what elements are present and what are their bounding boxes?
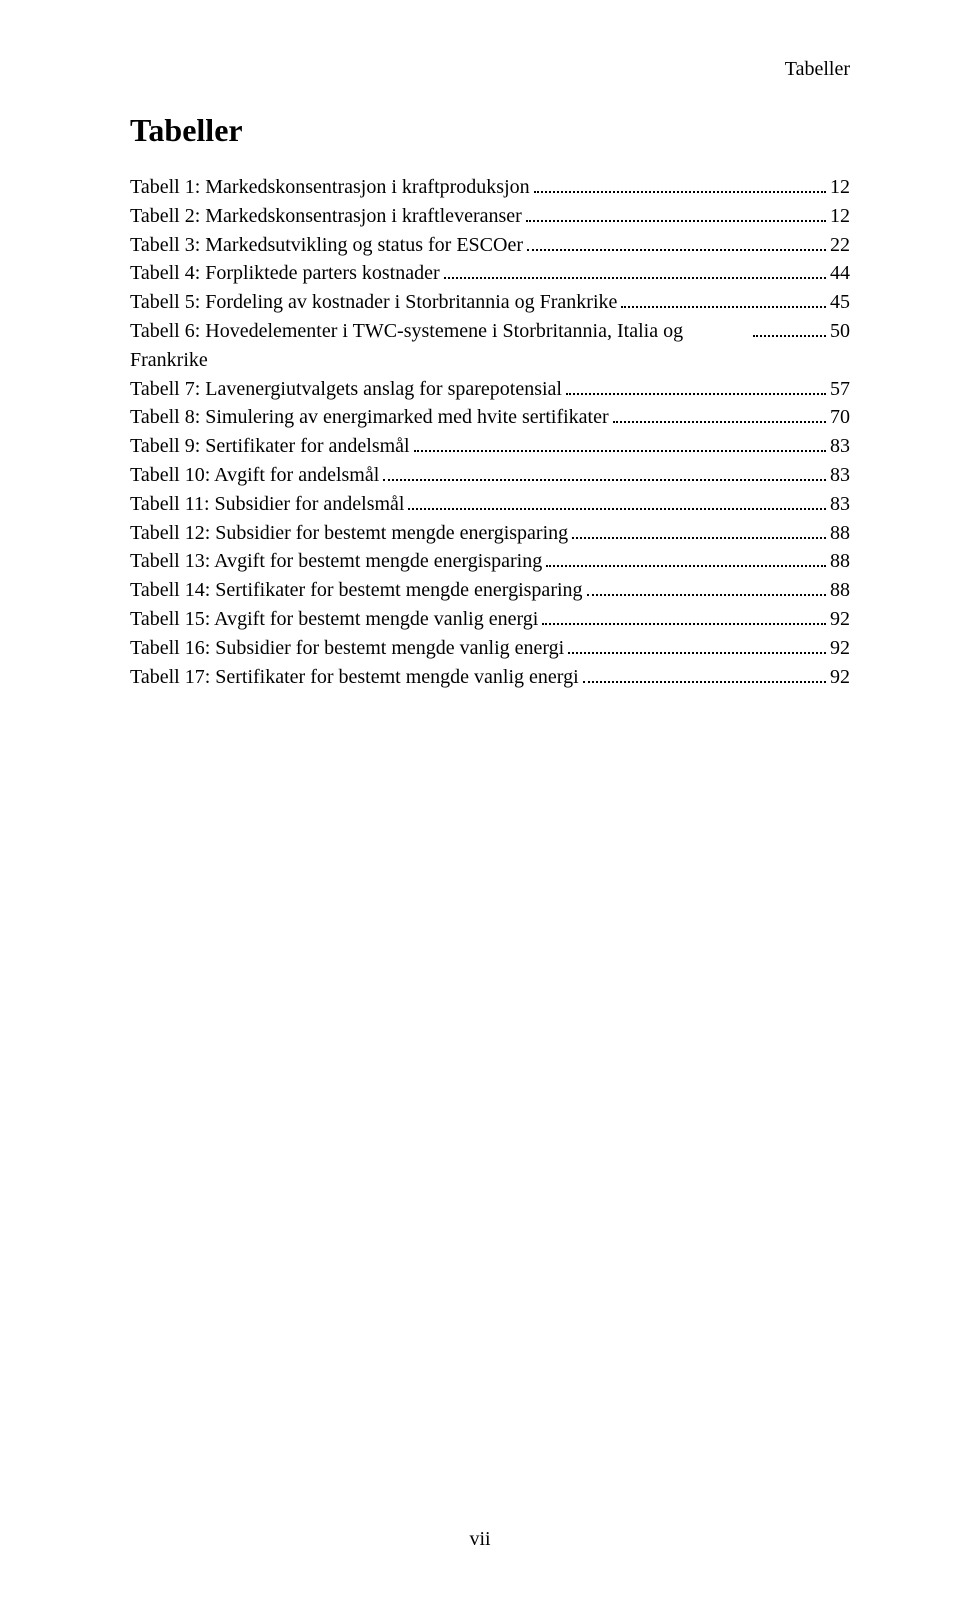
- toc-entry-label: Tabell 17: Sertifikater for bestemt meng…: [130, 663, 579, 692]
- toc-leader-dots: [621, 306, 826, 308]
- toc-entry-page: 88: [830, 576, 850, 605]
- toc-entry: Tabell 12: Subsidier for bestemt mengde …: [130, 519, 850, 548]
- toc-leader-dots: [408, 508, 826, 510]
- toc-entry-label: Tabell 9: Sertifikater for andelsmål: [130, 432, 410, 461]
- toc-heading: Tabeller: [130, 112, 850, 149]
- toc-entry: Tabell 14: Sertifikater for bestemt meng…: [130, 576, 850, 605]
- toc-entry-label: Tabell 7: Lavenergiutvalgets anslag for …: [130, 375, 562, 404]
- toc-entry-label: Tabell 15: Avgift for bestemt mengde van…: [130, 605, 538, 634]
- toc-entry: Tabell 9: Sertifikater for andelsmål 83: [130, 432, 850, 461]
- running-head: Tabeller: [785, 58, 850, 81]
- toc-entry: Tabell 7: Lavenergiutvalgets anslag for …: [130, 375, 850, 404]
- toc-leader-dots: [527, 249, 826, 251]
- toc-entry-label: Tabell 4: Forpliktede parters kostnader: [130, 259, 440, 288]
- toc-entry-page: 92: [830, 663, 850, 692]
- toc-entry-page: 70: [830, 403, 850, 432]
- toc-entry-label: Tabell 6: Hovedelementer i TWC-systemene…: [130, 317, 749, 375]
- page-number: vii: [0, 1528, 960, 1551]
- toc-entry-page: 50: [830, 317, 850, 346]
- toc-entry-page: 92: [830, 605, 850, 634]
- toc-entry: Tabell 17: Sertifikater for bestemt meng…: [130, 663, 850, 692]
- toc-entry-page: 92: [830, 634, 850, 663]
- toc-entry-label: Tabell 16: Subsidier for bestemt mengde …: [130, 634, 564, 663]
- toc-entry-label: Tabell 3: Markedsutvikling og status for…: [130, 231, 523, 260]
- toc-entry-label: Tabell 11: Subsidier for andelsmål: [130, 490, 404, 519]
- toc-leader-dots: [414, 450, 826, 452]
- toc-entry: Tabell 5: Fordeling av kostnader i Storb…: [130, 288, 850, 317]
- toc-leader-dots: [613, 421, 826, 423]
- toc-leader-dots: [526, 220, 826, 222]
- toc-entry: Tabell 1: Markedskonsentrasjon i kraftpr…: [130, 173, 850, 202]
- toc-entry: Tabell 4: Forpliktede parters kostnader 4…: [130, 259, 850, 288]
- toc-entry-page: 12: [830, 202, 850, 231]
- toc-entry: Tabell 6: Hovedelementer i TWC-systemene…: [130, 317, 850, 375]
- toc-entry-page: 57: [830, 375, 850, 404]
- toc-entry-label: Tabell 12: Subsidier for bestemt mengde …: [130, 519, 568, 548]
- toc-list: Tabell 1: Markedskonsentrasjon i kraftpr…: [130, 173, 850, 691]
- toc-entry-page: 22: [830, 231, 850, 260]
- toc-entry-page: 83: [830, 461, 850, 490]
- toc-entry-page: 88: [830, 519, 850, 548]
- toc-entry: Tabell 13: Avgift for bestemt mengde ene…: [130, 547, 850, 576]
- toc-entry-page: 44: [830, 259, 850, 288]
- toc-entry-label: Tabell 14: Sertifikater for bestemt meng…: [130, 576, 583, 605]
- toc-leader-dots: [568, 652, 826, 654]
- toc-entry: Tabell 11: Subsidier for andelsmål 83: [130, 490, 850, 519]
- toc-entry-label: Tabell 2: Markedskonsentrasjon i kraftle…: [130, 202, 522, 231]
- toc-leader-dots: [542, 623, 826, 625]
- toc-leader-dots: [534, 191, 826, 193]
- toc-entry-page: 83: [830, 490, 850, 519]
- toc-entry-page: 45: [830, 288, 850, 317]
- toc-leader-dots: [753, 335, 826, 337]
- toc-entry: Tabell 10: Avgift for andelsmål 83: [130, 461, 850, 490]
- toc-entry-page: 12: [830, 173, 850, 202]
- toc-leader-dots: [572, 537, 826, 539]
- toc-leader-dots: [583, 681, 826, 683]
- toc-entry: Tabell 3: Markedsutvikling og status for…: [130, 231, 850, 260]
- toc-entry-label: Tabell 13: Avgift for bestemt mengde ene…: [130, 547, 542, 576]
- toc-entry-label: Tabell 5: Fordeling av kostnader i Storb…: [130, 288, 617, 317]
- toc-entry: Tabell 15: Avgift for bestemt mengde van…: [130, 605, 850, 634]
- toc-entry-label: Tabell 10: Avgift for andelsmål: [130, 461, 379, 490]
- toc-entry-page: 88: [830, 547, 850, 576]
- toc-entry-page: 83: [830, 432, 850, 461]
- toc-entry: Tabell 16: Subsidier for bestemt mengde …: [130, 634, 850, 663]
- toc-entry: Tabell 8: Simulering av energimarked med…: [130, 403, 850, 432]
- toc-leader-dots: [587, 594, 826, 596]
- toc-entry: Tabell 2: Markedskonsentrasjon i kraftle…: [130, 202, 850, 231]
- toc-entry-label: Tabell 8: Simulering av energimarked med…: [130, 403, 609, 432]
- page: Tabeller Tabeller Tabell 1: Markedskonse…: [0, 0, 960, 1613]
- toc-leader-dots: [383, 479, 826, 481]
- toc-leader-dots: [566, 393, 826, 395]
- toc-entry-label: Tabell 1: Markedskonsentrasjon i kraftpr…: [130, 173, 530, 202]
- toc-leader-dots: [444, 277, 826, 279]
- toc-leader-dots: [546, 565, 826, 567]
